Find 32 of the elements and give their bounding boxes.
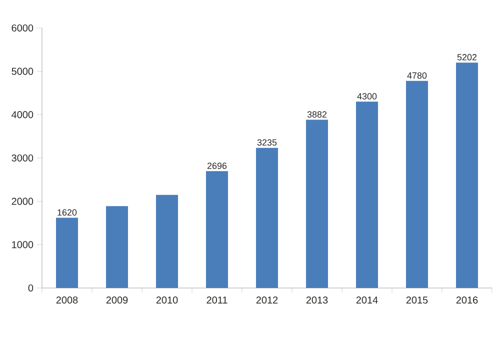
data-label: 4300 bbox=[357, 93, 377, 100]
data-label: 5202 bbox=[457, 54, 477, 60]
bar bbox=[406, 80, 428, 288]
data-label: 1620 bbox=[58, 209, 77, 216]
data-label: 2696 bbox=[207, 162, 227, 169]
bar bbox=[256, 148, 278, 288]
y-tick-label: 2000 bbox=[12, 198, 34, 205]
y-tick-label: 1000 bbox=[12, 241, 34, 248]
x-tick-label: 2015 bbox=[406, 296, 428, 304]
bar bbox=[106, 206, 128, 288]
x-tick-label: 2008 bbox=[56, 296, 78, 304]
y-tick-label: 6000 bbox=[12, 24, 34, 32]
x-tick-label: 2014 bbox=[356, 296, 378, 304]
y-tick-label: 0 bbox=[28, 284, 34, 292]
x-tick-label: 2016 bbox=[456, 296, 478, 304]
bar bbox=[206, 171, 228, 288]
x-tick-label: 2009 bbox=[106, 296, 128, 304]
bar bbox=[56, 218, 78, 288]
y-tick-label: 4000 bbox=[12, 111, 34, 118]
x-tick-label: 2011 bbox=[206, 296, 228, 304]
data-label: 3235 bbox=[257, 139, 277, 146]
x-tick-label: 2013 bbox=[306, 296, 328, 304]
x-tick-label: 2010 bbox=[156, 296, 178, 304]
x-tick-label: 2012 bbox=[256, 296, 278, 304]
y-tick-label: 3000 bbox=[12, 154, 34, 162]
bar bbox=[456, 62, 478, 288]
y-tick-label: 5000 bbox=[12, 68, 34, 75]
data-label: 4780 bbox=[407, 72, 427, 79]
bar bbox=[306, 120, 328, 288]
bar bbox=[156, 194, 178, 288]
data-label: 3882 bbox=[307, 111, 327, 118]
bar bbox=[356, 102, 378, 288]
